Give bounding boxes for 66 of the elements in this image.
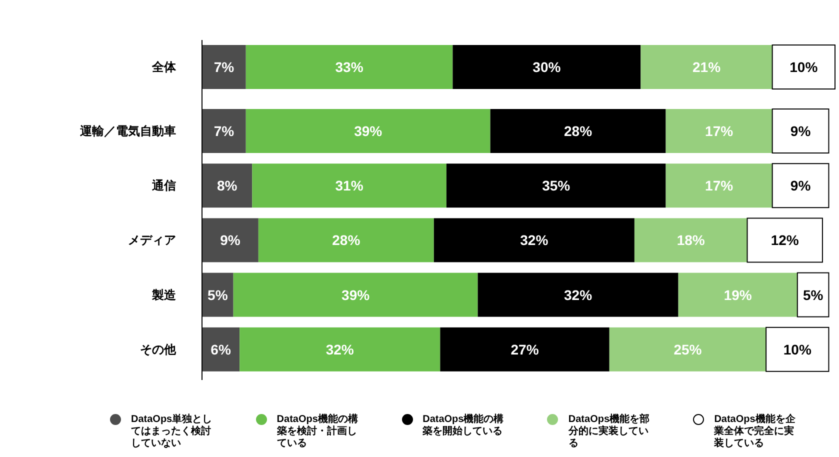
data-label: 9% [790,123,812,139]
bar [246,109,490,153]
legend-label: DataOps機能を企業全体で完全に実装している [714,414,796,450]
data-label: 12% [770,232,800,248]
data-label: 10% [783,341,812,358]
legend-label: DataOps機能の構築を開始している [422,414,505,438]
bar [202,327,240,372]
y-tick-label: 運輸／電気自動車 [79,124,176,138]
data-label: 32% [326,341,354,358]
bar [666,109,772,153]
bar [766,326,830,372]
data-label: 7% [214,123,235,139]
data-label: 33% [335,59,364,75]
data-label: 28% [332,232,361,248]
bar [666,164,772,208]
data-label: 19% [724,286,752,303]
data-label: 32% [564,286,593,303]
bar [434,218,634,262]
bar [440,327,610,372]
data-label: 39% [354,123,383,139]
bar [446,164,666,208]
bar [240,327,440,372]
data-label: 28% [564,123,593,139]
bar [478,272,678,317]
data-label: 8% [216,178,238,194]
data-label: 5% [208,286,228,303]
bar [746,218,823,263]
y-tick-label: 通信 [151,178,176,193]
y-tick-label: その他 [140,342,177,356]
data-label: 27% [510,341,540,358]
data-label: 30% [532,59,562,75]
data-label: 18% [676,232,706,248]
y-tick-label: 製造 [151,288,177,302]
bar [202,218,258,262]
data-label: 17% [705,123,734,139]
data-label: 9% [220,232,241,248]
bar [634,218,748,262]
data-label: 6% [210,341,232,358]
bar [202,272,234,317]
data-label: 17% [705,178,734,194]
data-label: 7% [214,59,235,75]
bar [252,164,446,208]
data-label: 5% [802,286,824,303]
bar [772,108,830,154]
legend-label: DataOps機能を部分的に実装している [568,414,651,450]
bar [258,218,434,262]
data-label: 9% [790,178,812,194]
y-tick-label: 全体 [151,60,177,74]
data-label: 25% [674,341,702,358]
bar [796,272,830,318]
data-label: 35% [542,178,571,194]
bar [678,272,798,317]
bar [202,109,246,153]
legend-label: DataOps単独としてはまったく検討していない [131,414,214,450]
y-tick-label: メディア [128,233,176,248]
legend-label: DataOps機能の構築を検討・計画している [276,414,359,450]
data-label: 39% [342,286,370,303]
bar [609,327,766,372]
data-label: 10% [790,59,818,75]
data-label: 32% [520,232,549,248]
bar [202,164,252,208]
bar [490,109,666,153]
bar [772,163,830,208]
data-label: 31% [335,178,364,194]
data-label: 21% [692,59,722,75]
bar [233,272,478,317]
